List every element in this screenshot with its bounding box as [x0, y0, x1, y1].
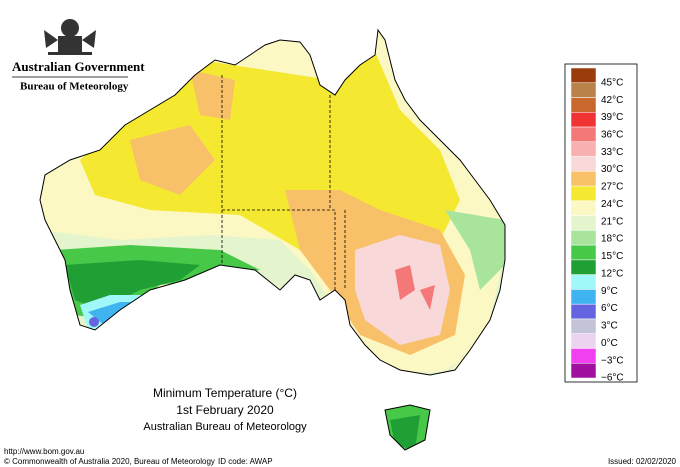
legend-label: 3°C: [601, 321, 618, 332]
legend: 45°C 42°C 39°C 36°C 33°C 30°C 27°C 24°C 21°C 18°C…: [564, 63, 638, 384]
legend-swatch: [570, 230, 597, 246]
legend-swatch: [570, 259, 597, 275]
legend-swatch: [570, 141, 597, 157]
legend-label: 45°C: [601, 77, 623, 88]
footer-id: ID code: AWAP: [218, 457, 273, 466]
legend-swatch: [570, 274, 597, 290]
legend-swatch: [570, 112, 597, 128]
legend-label: 6°C: [601, 303, 618, 314]
legend-swatch: [570, 244, 597, 261]
legend-swatch: [570, 215, 597, 231]
map-title: Minimum Temperature (°C): [153, 386, 297, 400]
legend-label: 27°C: [601, 182, 623, 193]
legend-swatch: [570, 303, 597, 320]
legend-swatch: [570, 156, 597, 172]
legend-label: 18°C: [601, 234, 623, 245]
legend-label: 0°C: [601, 338, 618, 349]
legend-label: 36°C: [601, 130, 623, 141]
legend-label: 9°C: [601, 286, 618, 297]
legend-swatch: [570, 318, 597, 334]
legend-label: −6°C: [601, 373, 624, 384]
crest: [44, 19, 96, 55]
legend-swatch: [570, 185, 597, 202]
map-date: 1st February 2020: [176, 403, 274, 417]
legend-swatch: [570, 362, 597, 379]
coastline: [39, 28, 506, 451]
legend-swatch: [570, 67, 597, 84]
legend-label: 39°C: [601, 112, 623, 123]
agency-subtitle: Bureau of Meteorology: [20, 81, 129, 93]
legend-swatch: [570, 126, 597, 143]
map-source: Australian Bureau of Meteorology: [143, 421, 307, 433]
legend-label: 21°C: [601, 216, 623, 227]
footer-issued: Issued: 02/02/2020: [608, 457, 677, 466]
agency-title: Australian Government: [12, 59, 145, 74]
legend-label: 24°C: [601, 199, 623, 210]
footer-copyright: © Commonwealth of Australia 2020, Bureau…: [4, 457, 215, 466]
legend-label: 15°C: [601, 251, 623, 262]
legend-label: 12°C: [601, 268, 623, 279]
legend-label: 42°C: [601, 95, 623, 106]
legend-swatch: [570, 348, 597, 364]
footer-url: http://www.bom.gov.au: [4, 447, 84, 456]
legend-swatch: [570, 97, 597, 113]
legend-swatch: [570, 200, 597, 216]
legend-swatch: [570, 171, 597, 187]
state-borders: [221, 75, 346, 290]
legend-swatch: [570, 333, 597, 349]
legend-label: −3°C: [601, 355, 624, 366]
legend-swatch: [570, 289, 597, 305]
legend-label: 33°C: [601, 147, 623, 158]
legend-label: 30°C: [601, 164, 623, 175]
legend-swatch: [570, 82, 597, 98]
